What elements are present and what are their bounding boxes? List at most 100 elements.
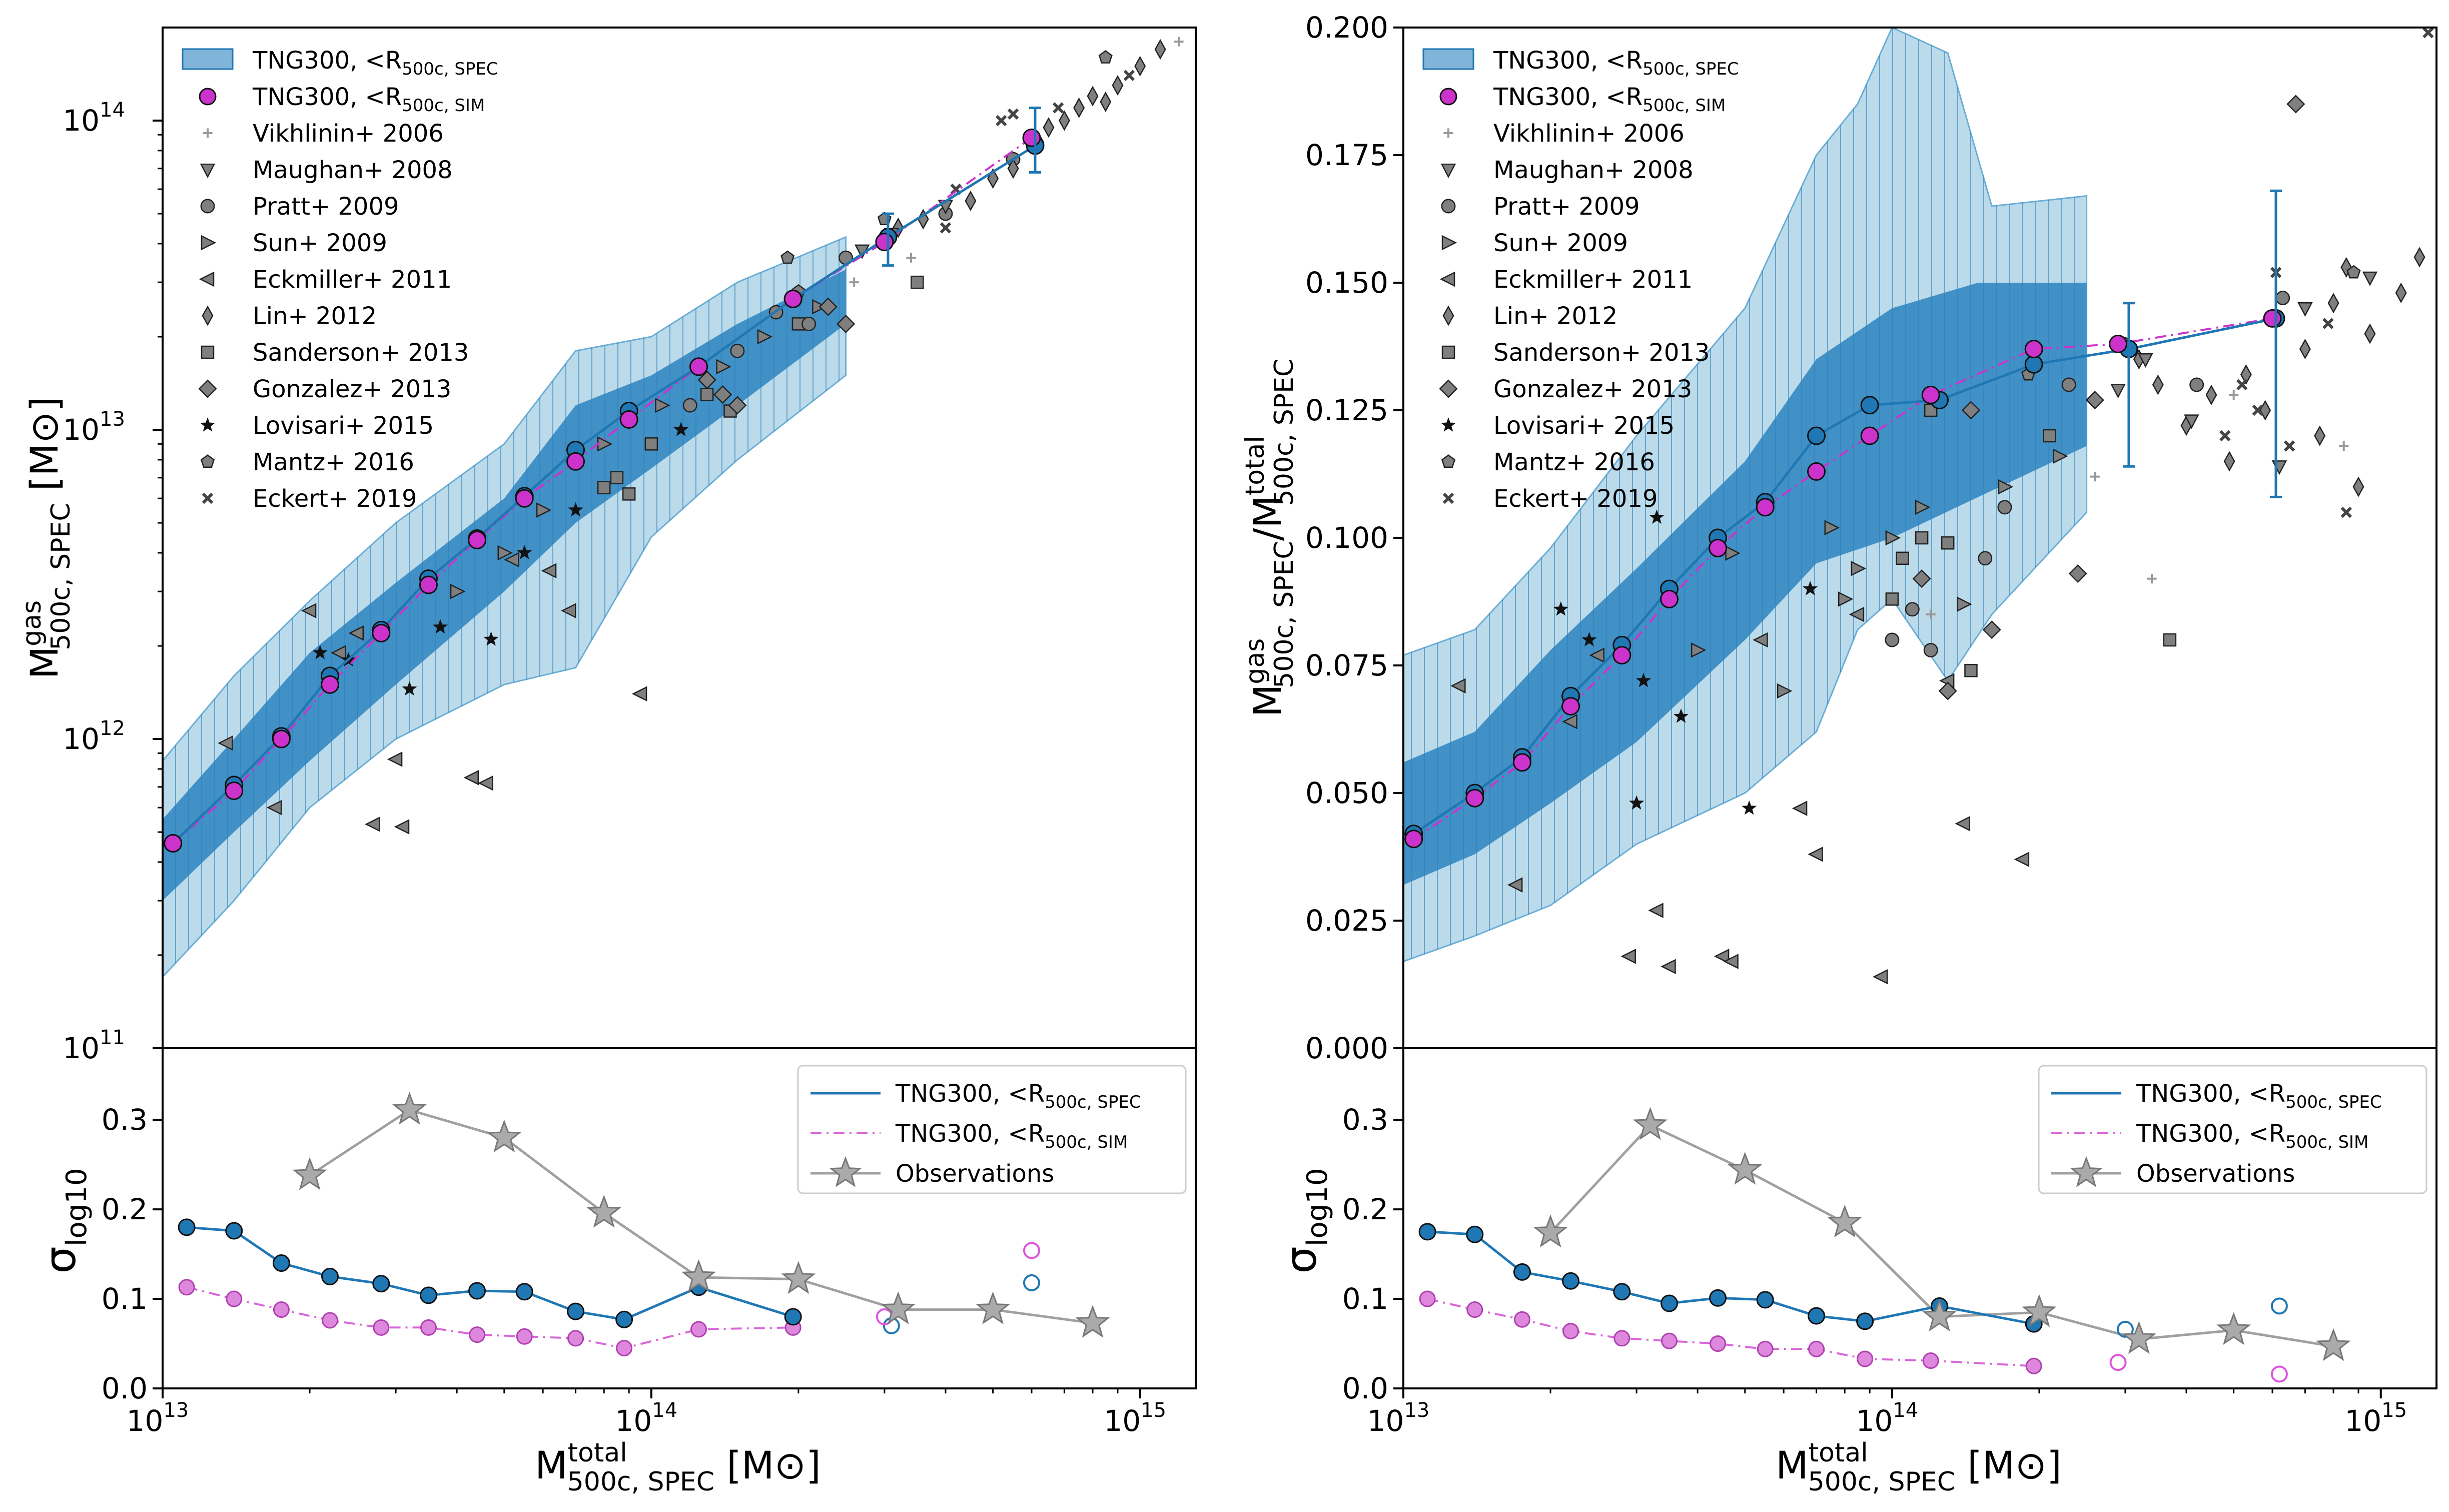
lt-obs-point-52 bbox=[965, 190, 977, 212]
lt-sim-point-9 bbox=[619, 410, 638, 429]
rt-obs-point-86 bbox=[2138, 353, 2153, 368]
right-bottom-yticks: 0.0 0.1 0.2 0.3 bbox=[1342, 1103, 1403, 1405]
lt-legend-item-1-label: TNG300, <R500c, SIM bbox=[252, 83, 485, 116]
lt-obs-point-54 bbox=[1007, 158, 1019, 179]
lt-legend-item-11-swatch bbox=[200, 454, 215, 468]
lt-obs-point-0 bbox=[301, 603, 317, 618]
lt-legend-item-8-swatch bbox=[201, 345, 215, 359]
lt-obs-point-49 bbox=[837, 314, 856, 333]
rt-obs-point-8 bbox=[1723, 954, 1739, 969]
lb-sim-point-2 bbox=[273, 1301, 290, 1318]
lt-sim-point-13 bbox=[1022, 128, 1041, 147]
rt-obs-point-84 bbox=[2346, 265, 2361, 279]
rb-spec-point-0 bbox=[1418, 1223, 1436, 1241]
lt-legend-item-9-swatch bbox=[198, 379, 217, 398]
lt-obs-point-9 bbox=[561, 603, 576, 618]
rt-obs-point-18 bbox=[1581, 632, 1597, 646]
rt-legend-item-5-label: Sun+ 2009 bbox=[1493, 229, 1628, 257]
rb-legend-item-1-label: TNG300, <R500c, SIM bbox=[2136, 1120, 2368, 1152]
rt-legend-item-10-swatch bbox=[1440, 417, 1456, 432]
rb-xtick-label-2: 1015 bbox=[2344, 1399, 2407, 1438]
lt-obs-point-8 bbox=[631, 686, 647, 701]
lb-ytick-label-0: 0.0 bbox=[102, 1371, 148, 1405]
rt-obs-point-74-stroke-b bbox=[2236, 379, 2248, 391]
rt-legend-item-9-label: Gonzalez+ 2013 bbox=[1493, 375, 1692, 403]
lt-legend-item-12-swatch-stroke-b bbox=[202, 492, 214, 504]
lt-legend-item-12-swatch bbox=[202, 492, 214, 504]
panel-left-bottom: 0.0 0.1 0.2 0.3 1013 1014 1015 TNG300, <R500c… bbox=[36, 1047, 1197, 1497]
rt-legend-item-0-swatch bbox=[1422, 48, 1474, 70]
lt-obs-point-34 bbox=[700, 388, 714, 401]
rb-sim-point-0 bbox=[1419, 1290, 1436, 1307]
lt-legend-item-0-swatch bbox=[182, 48, 234, 70]
lb-legend-item-1-label: TNG300, <R500c, SIM bbox=[895, 1120, 1128, 1152]
lt-ytick-label-3: 1014 bbox=[63, 99, 125, 138]
lb-spec-open-point-1 bbox=[1023, 1274, 1040, 1291]
rt-ytick-label-6: 0.150 bbox=[1305, 266, 1388, 300]
lb-spec-point-7 bbox=[515, 1283, 533, 1301]
lt-obs-point-24 bbox=[536, 502, 552, 518]
lb-spec-point-6 bbox=[468, 1282, 486, 1300]
rb-ytick-label-3: 0.3 bbox=[1342, 1103, 1388, 1137]
rt-legend-item-6-swatch bbox=[1439, 271, 1455, 287]
rb-spec-open-point-0 bbox=[2116, 1320, 2134, 1338]
left-bottom-ylabel: σlog10 bbox=[36, 1168, 93, 1273]
panel-right-bottom: 0.0 0.1 0.2 0.3 1013 1014 1015 TNG300, <R500c… bbox=[1276, 1047, 2437, 1497]
rt-obs-point-80-stroke-b bbox=[2422, 28, 2434, 39]
rt-obs-point-22 bbox=[1742, 800, 1757, 815]
right-top-observations bbox=[1450, 28, 2434, 985]
lt-legend-item-2-swatch bbox=[203, 128, 213, 138]
right-bottom-xlabel: Mtotal 500c, SPEC [M⊙] bbox=[1776, 1438, 2062, 1497]
rt-obs-point-16 bbox=[1849, 606, 1865, 622]
lb-spec-point-9 bbox=[615, 1310, 633, 1328]
rt-obs-point-63 bbox=[2223, 451, 2235, 472]
rt-legend-item-12-swatch-stroke-b bbox=[1442, 492, 1454, 504]
lb-spec-point-5 bbox=[419, 1286, 437, 1304]
rb-obs-star-1 bbox=[1632, 1107, 1668, 1140]
lt-legend-item-10-swatch bbox=[200, 417, 216, 432]
rt-obs-point-77-stroke-b bbox=[2283, 440, 2295, 452]
lt-sim-point-10 bbox=[689, 357, 708, 376]
lt-obs-point-20 bbox=[568, 502, 583, 517]
rt-obs-point-28 bbox=[1824, 520, 1840, 535]
lb-spec-point-1 bbox=[225, 1222, 243, 1240]
lt-obs-point-23 bbox=[497, 545, 513, 561]
rb-sim-open-point-1 bbox=[2270, 1365, 2288, 1383]
lt-obs-point-65-stroke-b bbox=[1007, 108, 1019, 120]
lt-legend-item-9-label: Gonzalez+ 2013 bbox=[253, 375, 451, 403]
lt-obs-point-12 bbox=[504, 552, 519, 567]
rb-sim-point-1 bbox=[1466, 1301, 1483, 1318]
rt-obs-point-92 bbox=[2147, 574, 2157, 584]
rb-sim-point-6 bbox=[1710, 1335, 1727, 1352]
rt-obs-point-44 bbox=[1885, 632, 1900, 647]
lb-spec-point-4 bbox=[372, 1275, 390, 1293]
right-top-band-dark bbox=[1403, 283, 2087, 885]
rt-sim-point-4 bbox=[1612, 646, 1631, 665]
rb-sim-open-point-0 bbox=[2109, 1354, 2127, 1371]
left-top-plot-area bbox=[163, 37, 1184, 978]
rt-obs-point-75 bbox=[2252, 404, 2263, 416]
lt-ytick-label-0: 1011 bbox=[63, 1026, 125, 1065]
lt-obs-point-31 bbox=[610, 471, 624, 484]
lt-obs-point-26 bbox=[655, 397, 670, 413]
rt-obs-point-70 bbox=[2364, 323, 2376, 344]
rt-legend-item-8-label: Sanderson+ 2013 bbox=[1493, 339, 1710, 367]
lb-spec-point-0 bbox=[178, 1218, 196, 1236]
left-top-ylabel: Mgas500c, SPEC [M⊙] bbox=[17, 397, 76, 679]
rt-obs-point-52 bbox=[1912, 569, 1931, 588]
rt-obs-point-17 bbox=[1553, 601, 1568, 616]
rt-ytick-label-0: 0.000 bbox=[1305, 1031, 1388, 1065]
lt-obs-point-79 bbox=[849, 277, 859, 287]
rt-sim-point-1 bbox=[1465, 789, 1484, 808]
lb-obs-star-1 bbox=[392, 1092, 427, 1125]
lt-obs-point-32 bbox=[622, 487, 636, 501]
rt-obs-point-37 bbox=[1896, 551, 1909, 565]
lt-obs-point-59 bbox=[1100, 91, 1112, 113]
rb-ytick-label-1: 0.1 bbox=[1342, 1282, 1388, 1316]
rt-obs-point-4 bbox=[1620, 949, 1636, 964]
rt-obs-point-47 bbox=[1978, 551, 1993, 566]
rt-obs-point-10 bbox=[1872, 969, 1888, 985]
lt-obs-point-7 bbox=[478, 775, 493, 791]
rt-obs-point-19 bbox=[1629, 795, 1645, 810]
